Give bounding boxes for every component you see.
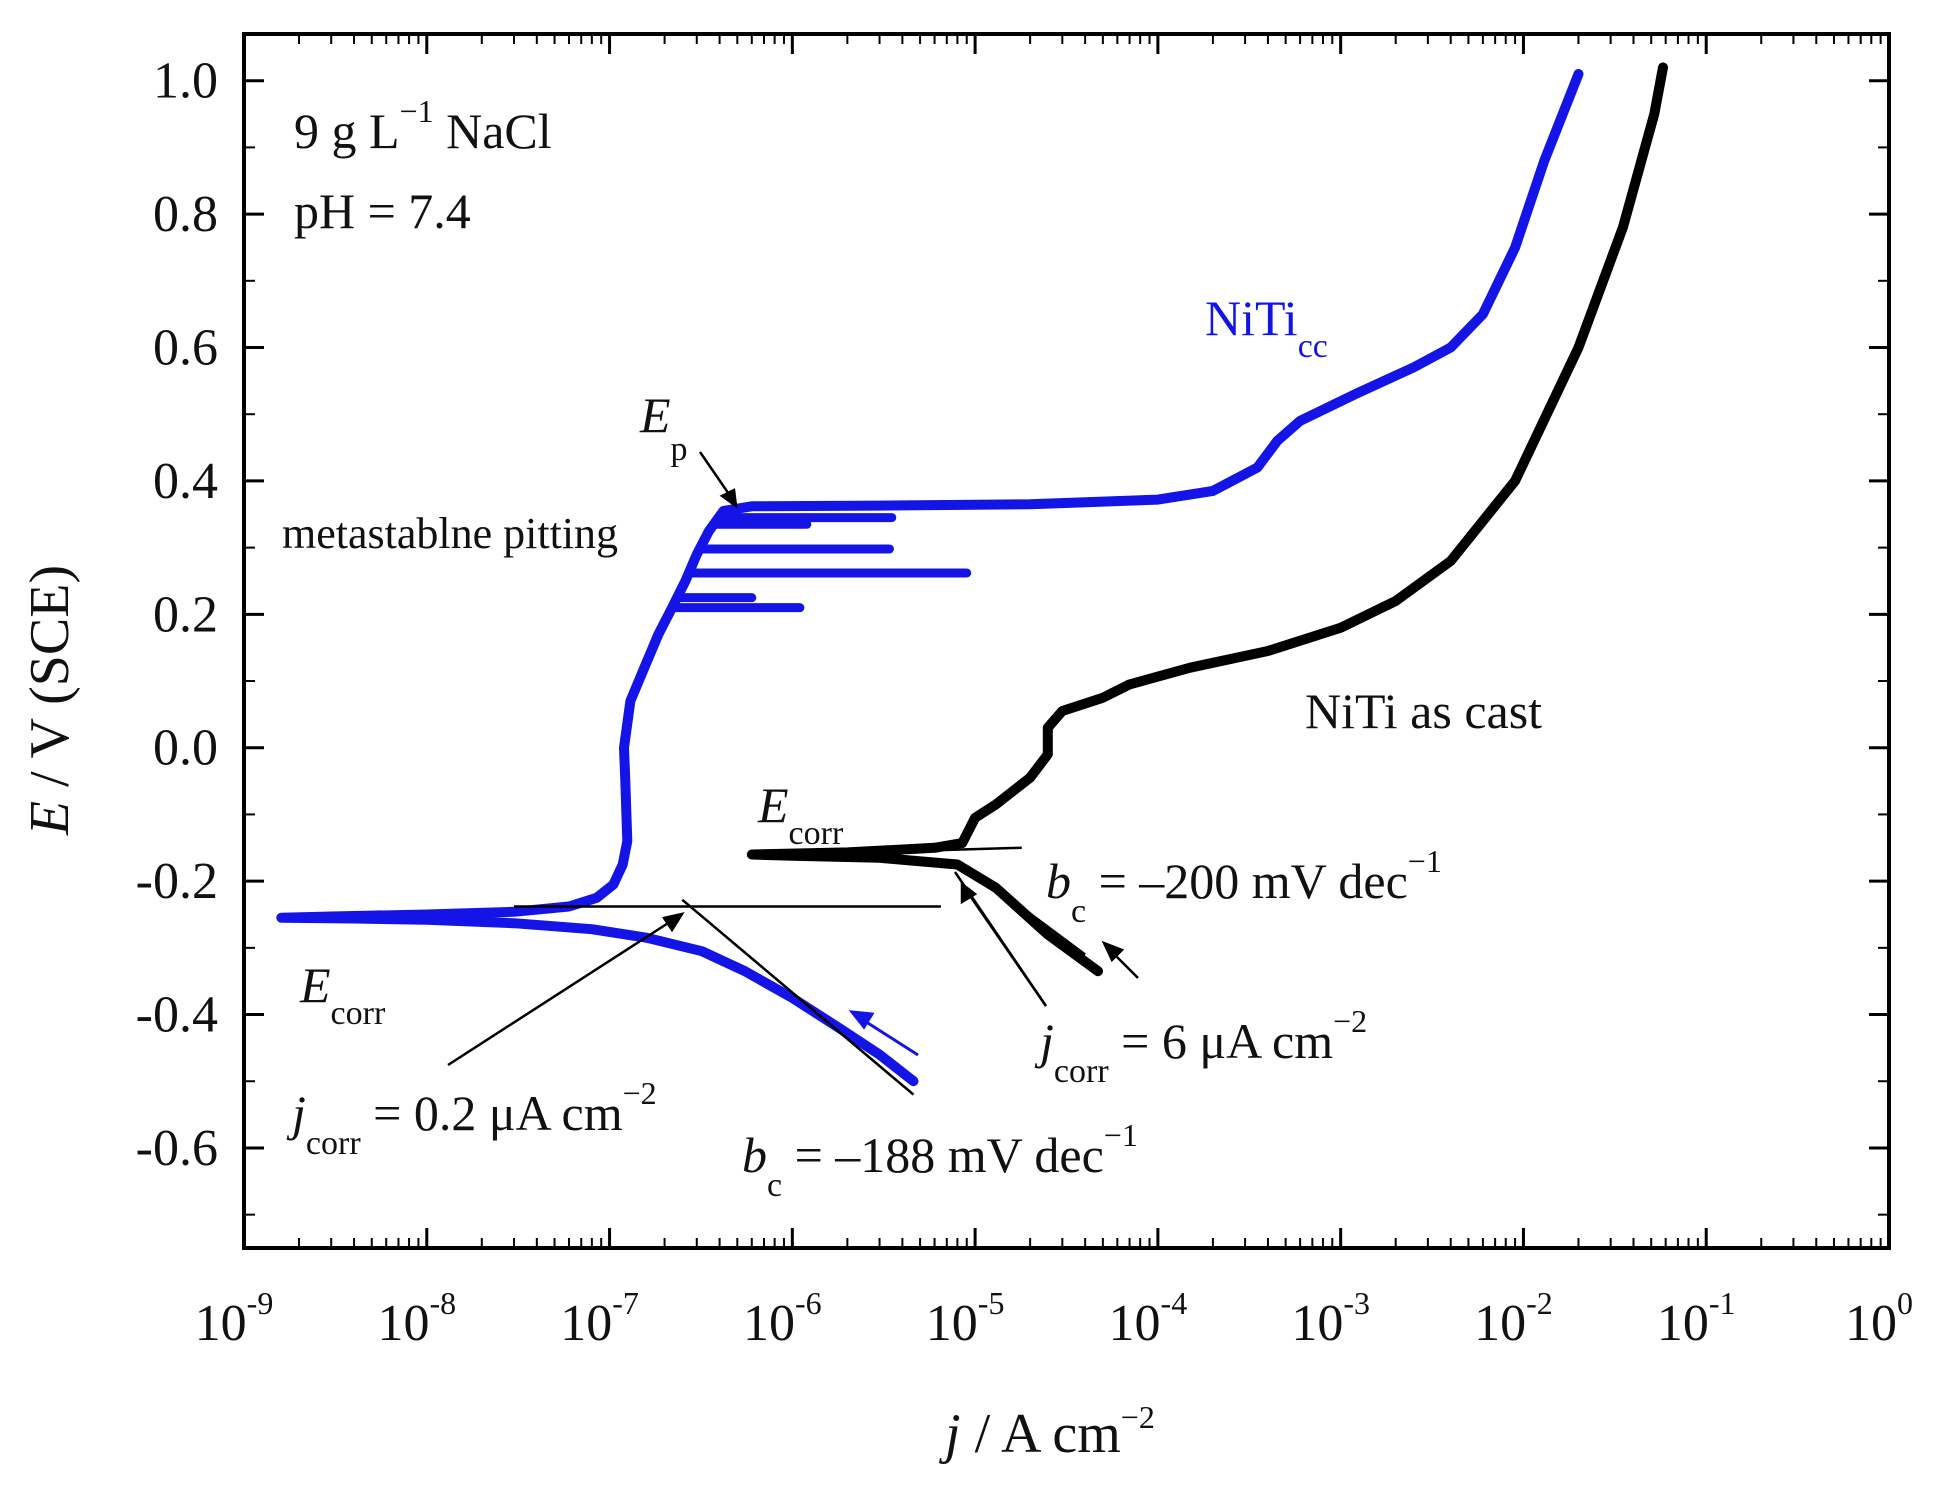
label-bc-cc: bc = –188 mV dec−1 [742, 1117, 1138, 1204]
plot-frame [242, 32, 1891, 1250]
tafel-line [792, 846, 1022, 856]
pointer-arrows [447, 451, 1139, 1067]
x-tick-label: 10-7 [560, 1285, 639, 1352]
label-jcorr-cast: jcorr = 6 μA cm−2 [1034, 1003, 1367, 1090]
label-metastable-pitting: metastablne pitting [282, 509, 618, 558]
y-axis-label: E / V (SCE) [19, 565, 81, 836]
x-tick-label: 10-2 [1474, 1285, 1553, 1352]
label-ep: Ep [639, 387, 688, 468]
x-tick-label: 100 [1845, 1285, 1913, 1352]
jcorr-cast-arrow-b [953, 871, 1048, 1007]
x-tick-label: 10-5 [926, 1285, 1005, 1352]
y-tick-label: 0.2 [153, 586, 218, 643]
label-ecorr-cast: Ecorr [757, 777, 844, 852]
jcorr-cc-arrowhead [661, 912, 685, 933]
label-ecorr-cc: Ecorr [299, 957, 386, 1032]
y-tick-label: 1.0 [153, 53, 218, 110]
x-tick-label: 10-4 [1109, 1285, 1188, 1352]
jcorr-cc-arrow [447, 916, 677, 1067]
x-tick-label: 10-8 [377, 1285, 456, 1352]
label-niti-as-cast: NiTi as cast [1305, 683, 1542, 739]
x-axis-label: j / A cm−2 [939, 1399, 1155, 1465]
label-niti-cc: NiTicc [1205, 290, 1328, 365]
y-tick-label: 0.4 [153, 453, 218, 510]
condition-ph: pH = 7.4 [294, 183, 471, 239]
condition-electrolyte: 9 g L−1 NaCl [294, 93, 552, 159]
x-tick-label: 10-3 [1291, 1285, 1370, 1352]
series-line-niti-as-cast [746, 62, 1668, 977]
tafel-line [681, 898, 915, 1096]
y-tick-label: -0.2 [136, 853, 218, 910]
y-tick-label: -0.6 [136, 1120, 218, 1177]
y-tick-label: 0.0 [153, 720, 218, 777]
label-bc-cast: bc = –200 mV dec−1 [1046, 843, 1442, 930]
y-tick-label: 0.6 [153, 320, 218, 377]
x-tick-labels: 10-9 10-8 10-7 10-6 10-5 10-4 10-3 10-2 10-1 100 [195, 1285, 1913, 1352]
series-line-niti-cc [276, 69, 1584, 1087]
x-tick-label: 10-9 [195, 1285, 274, 1352]
y-tick-labels: 1.0 0.8 0.6 0.4 0.2 0.0 -0.2 -0.4 -0.6 [136, 53, 218, 1177]
x-tick-label: 10-1 [1657, 1285, 1736, 1352]
tafel-lines [513, 846, 1086, 1096]
bc-cast-arrowhead [1101, 940, 1125, 963]
ep-arrowhead [719, 488, 738, 509]
y-tick-label: 0.8 [153, 186, 218, 243]
series-layer [276, 62, 1668, 1087]
scan-direction-arrow [848, 1010, 919, 1057]
tafel-line [966, 865, 1086, 956]
label-jcorr-cc: jcorr = 0.2 μA cm−2 [286, 1075, 657, 1162]
x-tick-label: 10-6 [743, 1285, 822, 1352]
y-tick-label: -0.4 [136, 987, 218, 1044]
